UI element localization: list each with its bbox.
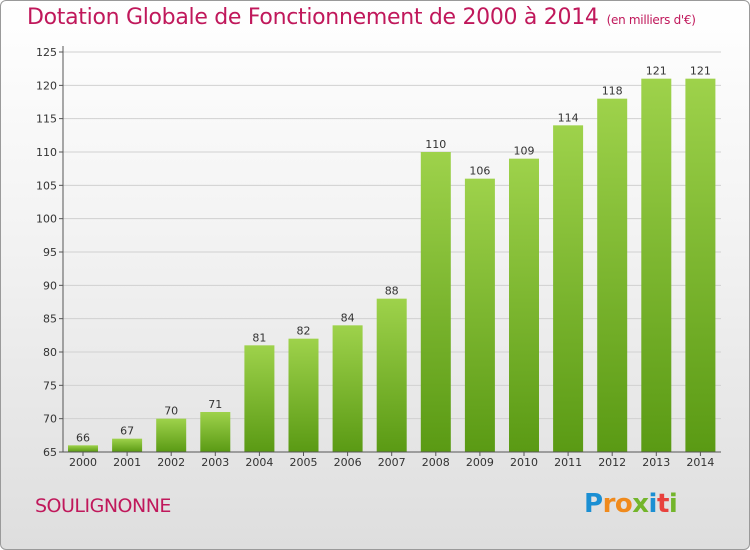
bar-value-label: 70 xyxy=(164,405,178,418)
bar xyxy=(685,78,716,453)
title-text: Dotation Globale de Fonctionnement de 20… xyxy=(27,5,599,30)
bar-value-label: 118 xyxy=(602,85,623,98)
y-tick-label: 95 xyxy=(43,246,57,259)
y-tick-label: 110 xyxy=(36,146,57,159)
x-tick-label: 2001 xyxy=(113,456,141,469)
logo-letter: o xyxy=(614,489,633,519)
unit-label: (en milliers d'€) xyxy=(606,13,696,27)
x-tick-label: 2000 xyxy=(69,456,97,469)
x-tick-label: 2010 xyxy=(510,456,538,469)
logo-letter: i xyxy=(668,489,678,519)
y-tick-label: 100 xyxy=(36,213,57,226)
bar-value-label: 67 xyxy=(120,425,134,438)
x-tick-label: 2012 xyxy=(598,456,626,469)
y-tick-label: 75 xyxy=(43,379,57,392)
x-tick-label: 2005 xyxy=(290,456,318,469)
y-tick-label: 70 xyxy=(43,413,57,426)
bar xyxy=(641,78,672,453)
bar xyxy=(376,298,407,452)
bar-value-label: 109 xyxy=(514,145,535,158)
proxiti-logo: Proxiti xyxy=(584,489,678,519)
bar xyxy=(420,152,451,452)
bar-value-label: 121 xyxy=(690,65,711,78)
y-tick-label: 90 xyxy=(43,279,57,292)
bar xyxy=(156,418,187,452)
bar-value-label: 82 xyxy=(297,325,311,338)
x-tick-label: 2004 xyxy=(245,456,273,469)
bar xyxy=(200,412,231,452)
bar-value-label: 71 xyxy=(208,398,222,411)
y-tick-label: 85 xyxy=(43,313,57,326)
logo-letter: P xyxy=(584,489,603,519)
logo-letter: x xyxy=(632,489,649,519)
y-tick-label: 115 xyxy=(36,113,57,126)
bar-value-label: 110 xyxy=(425,138,446,151)
logo-letter: r xyxy=(602,489,616,519)
commune-name: SOULIGNONNE xyxy=(35,495,171,517)
bar xyxy=(464,178,495,452)
x-tick-label: 2007 xyxy=(378,456,406,469)
logo-letter: i xyxy=(648,489,658,519)
bar xyxy=(553,125,584,452)
bar-value-label: 84 xyxy=(341,311,355,324)
bars: 66 67 70 71 81 82 84 88 110 106 109 114 118 121 121 xyxy=(68,65,716,453)
x-tick-label: 2009 xyxy=(466,456,494,469)
bar xyxy=(509,158,539,452)
bar-value-label: 106 xyxy=(469,165,490,178)
x-tick-label: 2014 xyxy=(686,456,714,469)
bar-value-label: 66 xyxy=(76,431,90,444)
bar-value-label: 88 xyxy=(385,285,399,298)
y-tick-label: 105 xyxy=(36,179,57,192)
x-tick-label: 2011 xyxy=(554,456,582,469)
y-tick-label: 65 xyxy=(43,446,57,459)
x-tick-label: 2006 xyxy=(334,456,362,469)
bar-value-label: 114 xyxy=(558,111,579,124)
y-tick-label: 125 xyxy=(36,46,57,59)
x-tick-label: 2002 xyxy=(157,456,185,469)
bar-value-label: 121 xyxy=(646,65,667,78)
x-tick-label: 2008 xyxy=(422,456,450,469)
chart-title: Dotation Globale de Fonctionnement de 20… xyxy=(27,5,696,30)
x-tick-label: 2003 xyxy=(201,456,229,469)
bar-value-label: 81 xyxy=(252,331,266,344)
bar xyxy=(332,325,363,452)
x-tick-label: 2013 xyxy=(642,456,670,469)
logo-letter: t xyxy=(656,489,669,519)
axes: 65 70 75 80 85 90 95 100 105 110 115 120 125 2000 2001… xyxy=(36,46,721,469)
bar xyxy=(597,98,628,453)
bar xyxy=(288,338,319,452)
bar xyxy=(244,345,275,452)
bar xyxy=(68,445,98,452)
y-tick-label: 120 xyxy=(36,79,57,92)
bar xyxy=(112,438,143,452)
y-tick-label: 80 xyxy=(43,346,57,359)
